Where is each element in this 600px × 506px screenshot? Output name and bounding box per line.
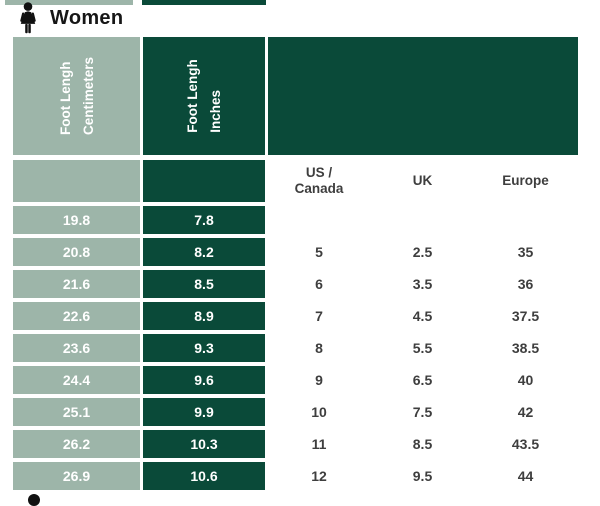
table-row: 23.6 9.3 8 5.5 38.5	[0, 334, 600, 362]
table-row: 24.4 9.6 9 6.5 40	[0, 366, 600, 394]
cm-value: 26.9	[13, 462, 140, 490]
header-cell-centimeters: Foot Lengh Centimeters	[13, 37, 140, 155]
table-row: 21.6 8.5 6 3.5 36	[0, 270, 600, 298]
inches-value: 10.6	[143, 462, 265, 490]
cm-value: 21.6	[13, 270, 140, 298]
header-label-centimeters: Foot Lengh Centimeters	[57, 56, 96, 136]
us-value	[267, 206, 371, 234]
header-cell-sizes-merged	[268, 37, 578, 155]
us-value: 12	[311, 468, 327, 484]
cm-value: 22.6	[13, 302, 140, 330]
cm-value: 20.8	[13, 238, 140, 266]
table-row: 26.9 10.6 12 9.5 44	[0, 462, 600, 490]
table-row: 26.2 10.3 11 8.5 43.5	[0, 430, 600, 458]
cm-value: 23.6	[13, 334, 140, 362]
uk-value: 9.5	[412, 468, 433, 484]
europe-value: 36	[517, 276, 534, 292]
header-label-inches: Foot Lengh Inches	[184, 59, 223, 133]
inches-value: 8.5	[143, 270, 265, 298]
inches-value: 9.6	[143, 366, 265, 394]
uk-value: 4.5	[412, 308, 433, 324]
inches-value: 8.2	[143, 238, 265, 266]
label-cell-inches-empty	[143, 160, 265, 202]
europe-value: 40	[517, 372, 534, 388]
table-row: 25.1 9.9 10 7.5 42	[0, 398, 600, 426]
us-value: 10	[311, 404, 327, 420]
inches-value: 8.9	[143, 302, 265, 330]
uk-value: 6.5	[412, 372, 433, 388]
label-uk: UK	[412, 172, 433, 188]
label-us-canada: US / Canada	[294, 164, 344, 196]
size-conversion-table: Foot Lengh Centimeters Foot Lengh Inches…	[0, 37, 600, 494]
woman-pictogram-icon	[20, 2, 36, 34]
europe-value: 37.5	[511, 308, 540, 324]
europe-value	[474, 206, 577, 234]
cm-value: 24.4	[13, 366, 140, 394]
europe-value: 35	[517, 244, 534, 260]
europe-value: 42	[517, 404, 534, 420]
section-title: Women	[50, 7, 124, 29]
previous-table-edge-sage	[5, 0, 133, 5]
uk-value: 3.5	[412, 276, 433, 292]
label-cell-centimeters-empty	[13, 160, 140, 202]
table-row: 20.8 8.2 5 2.5 35	[0, 238, 600, 266]
previous-table-edge-dark	[142, 0, 266, 5]
us-value: 6	[315, 276, 323, 292]
uk-value	[371, 206, 474, 234]
person-head-partial-icon	[28, 494, 40, 506]
size-system-label-row: US / Canada UK Europe	[0, 160, 600, 202]
cm-value: 19.8	[13, 206, 140, 234]
inches-value: 9.9	[143, 398, 265, 426]
uk-value: 5.5	[412, 340, 433, 356]
label-europe: Europe	[502, 172, 549, 188]
uk-value: 2.5	[412, 244, 433, 260]
table-row: 22.6 8.9 7 4.5 37.5	[0, 302, 600, 330]
uk-value: 8.5	[412, 436, 433, 452]
section-header: Women	[16, 2, 123, 35]
us-value: 9	[315, 372, 323, 388]
inches-value: 7.8	[143, 206, 265, 234]
europe-value: 43.5	[511, 436, 540, 452]
us-value: 5	[315, 244, 323, 260]
us-value: 8	[315, 340, 323, 356]
inches-value: 9.3	[143, 334, 265, 362]
us-value: 11	[311, 436, 327, 452]
table-header-row: Foot Lengh Centimeters Foot Lengh Inches	[0, 37, 600, 155]
header-cell-inches: Foot Lengh Inches	[143, 37, 265, 155]
uk-value: 7.5	[412, 404, 433, 420]
table-row: 19.8 7.8	[0, 206, 600, 234]
inches-value: 10.3	[143, 430, 265, 458]
europe-value: 38.5	[511, 340, 540, 356]
us-value: 7	[315, 308, 323, 324]
cm-value: 25.1	[13, 398, 140, 426]
europe-value: 44	[517, 468, 534, 484]
cm-value: 26.2	[13, 430, 140, 458]
